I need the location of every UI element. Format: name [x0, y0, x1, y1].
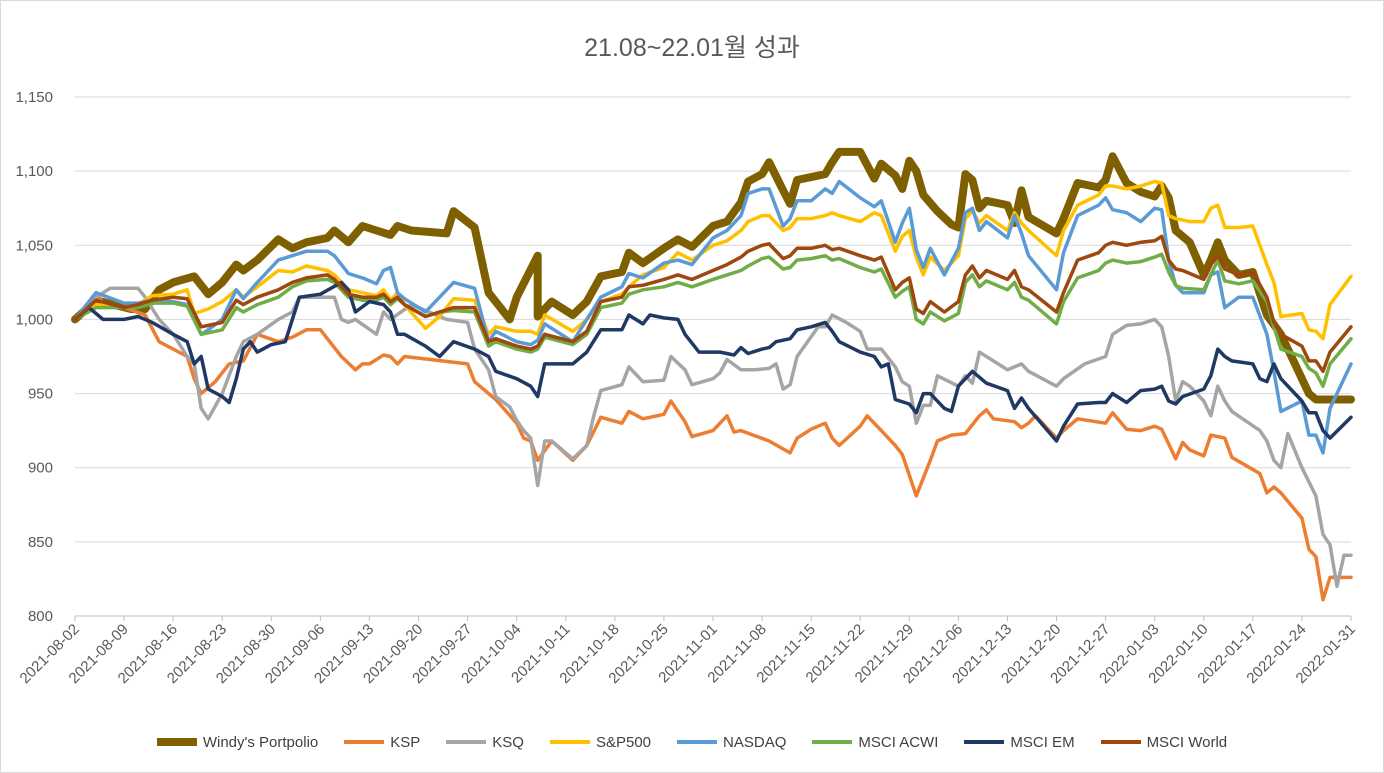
- legend-swatch: [964, 740, 1005, 744]
- gridlines: [75, 96, 1351, 617]
- legend-item: MSCI ACWI: [812, 734, 938, 751]
- legend-swatch: [446, 740, 487, 744]
- legend-item: S&P500: [549, 733, 652, 751]
- series-line-ksp: [73, 290, 1353, 602]
- y-tick-label: 900: [28, 460, 53, 477]
- x-axis-ticks: 2021-08-022021-08-092021-08-162021-08-23…: [17, 616, 1359, 687]
- y-tick-label: 800: [28, 608, 53, 625]
- legend-swatch: [1100, 740, 1141, 744]
- series-line-windy-s-portpolio: [71, 147, 1355, 404]
- legend-item: KSQ: [446, 734, 524, 751]
- y-tick-label: 1,100: [15, 163, 53, 180]
- legend-swatch: [677, 740, 718, 744]
- series-line-ksq: [73, 286, 1353, 589]
- legend-item: KSP: [344, 734, 420, 751]
- legend-label: MSCI EM: [1010, 733, 1075, 751]
- legend-swatch: [549, 740, 590, 744]
- legend-label: KSP: [390, 733, 421, 751]
- legend-label: MSCI ACWI: [858, 733, 939, 751]
- series-line-msci-world: [73, 234, 1353, 374]
- legend: Windy's Portpolio KSP KSQ S&P500 NASDAQ MSCI …: [0, 731, 1384, 753]
- series-line-msci-em: [73, 280, 1353, 443]
- legend-label: NASDAQ: [723, 733, 787, 751]
- legend-item: MSCI World: [1100, 733, 1228, 751]
- series-lines: [71, 147, 1355, 602]
- legend-label: S&P500: [595, 733, 652, 751]
- legend-swatch: [156, 738, 197, 746]
- y-tick-label: 850: [28, 534, 53, 551]
- legend-item: MSCI EM: [964, 733, 1075, 751]
- legend-label: MSCI World: [1146, 733, 1228, 751]
- legend-item: Windy's Portpolio: [156, 733, 319, 751]
- y-tick-label: 1,050: [15, 237, 53, 254]
- y-tick-label: 1,150: [15, 89, 53, 106]
- y-tick-label: 950: [28, 386, 53, 403]
- y-tick-label: 1,000: [15, 311, 53, 328]
- chart-title: 21.08~22.01월 성과: [584, 34, 800, 62]
- legend-label: KSQ: [492, 733, 524, 751]
- legend-swatch: [812, 740, 853, 744]
- y-axis-ticks: 800 850 900 950 1,000 1,050 1,100 1,150: [15, 89, 53, 625]
- series-line-s-p500: [73, 179, 1353, 341]
- legend-item: NASDAQ: [677, 734, 786, 751]
- legend-swatch: [344, 740, 385, 744]
- legend-label: Windy's Portpolio: [202, 733, 319, 751]
